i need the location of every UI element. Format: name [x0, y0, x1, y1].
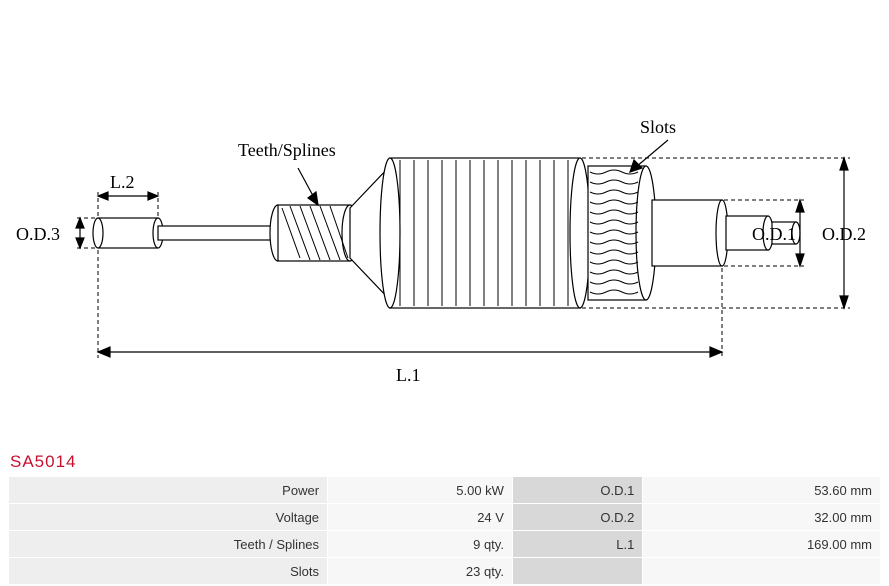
spec-label — [513, 558, 642, 584]
label-l2: L.2 — [110, 172, 135, 193]
spec-value — [643, 558, 880, 584]
label-l1: L.1 — [396, 365, 421, 386]
table-row: Power 5.00 kW O.D.1 53.60 mm — [9, 477, 880, 503]
label-teeth-splines: Teeth/Splines — [238, 140, 336, 161]
table-row: Slots 23 qty. — [9, 558, 880, 584]
part-number: SA5014 — [10, 452, 77, 472]
table-row: Teeth / Splines 9 qty. L.1 169.00 mm — [9, 531, 880, 557]
spec-value: 9 qty. — [328, 531, 512, 557]
spec-value: 169.00 mm — [643, 531, 880, 557]
spec-label: O.D.1 — [513, 477, 642, 503]
spec-label: L.1 — [513, 531, 642, 557]
spec-value: 23 qty. — [328, 558, 512, 584]
spec-label: Power — [9, 477, 327, 503]
spec-value: 5.00 kW — [328, 477, 512, 503]
armature-diagram: Teeth/Splines Slots L.1 L.2 O.D.3 O.D.1 … — [0, 0, 889, 440]
label-slots: Slots — [640, 117, 676, 138]
spec-label: Slots — [9, 558, 327, 584]
label-od1: O.D.1 — [752, 224, 796, 245]
spec-table: Power 5.00 kW O.D.1 53.60 mm Voltage 24 … — [8, 476, 881, 585]
spec-value: 32.00 mm — [643, 504, 880, 530]
spec-value: 53.60 mm — [643, 477, 880, 503]
table-row: Voltage 24 V O.D.2 32.00 mm — [9, 504, 880, 530]
armature-svg — [0, 0, 889, 440]
spec-value: 24 V — [328, 504, 512, 530]
spec-label: Voltage — [9, 504, 327, 530]
label-od3: O.D.3 — [16, 224, 60, 245]
spec-label: O.D.2 — [513, 504, 642, 530]
label-od2: O.D.2 — [822, 224, 866, 245]
spec-label: Teeth / Splines — [9, 531, 327, 557]
